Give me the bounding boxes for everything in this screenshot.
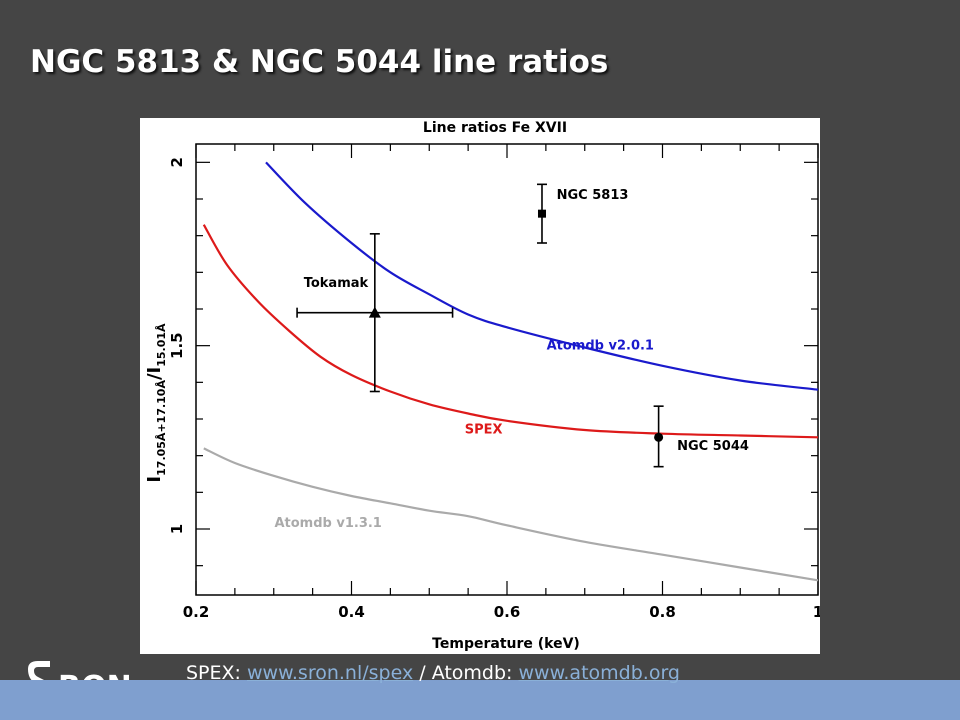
footer-spex-label: SPEX: [186, 662, 241, 684]
x-tick-label: 0.6 [494, 603, 521, 621]
data-point-2 [654, 432, 664, 442]
annotation-label-1: SPEX [465, 423, 503, 438]
data-point-1 [537, 209, 546, 218]
svg-text:I17.05Å+17.10Å/I15.01Å: I17.05Å+17.10Å/I15.01Å [144, 323, 168, 483]
slide-title: NGC 5813 & NGC 5044 line ratios [30, 44, 609, 80]
x-tick-label: 1 [813, 603, 820, 621]
annotation-label-3: Tokamak [304, 276, 369, 291]
data-point-0 [368, 306, 381, 318]
x-tick-label: 0.8 [649, 603, 676, 621]
spex-link[interactable]: www.sron.nl/spex [247, 662, 414, 684]
y-label-sub1: 17.05Å+17.10Å [155, 380, 168, 476]
chart-title: Line ratios Fe XVII [423, 120, 567, 136]
y-label-slash: / [144, 373, 165, 380]
y-tick-label: 1 [168, 524, 186, 534]
annotation-label-5: NGC 5044 [677, 439, 749, 454]
series-line-1 [202, 224, 818, 439]
y-label-i1: I [144, 476, 165, 483]
y-label-sub2: 15.01Å [155, 323, 168, 367]
y-axis-label: I17.05Å+17.10Å/I15.01Å [144, 323, 168, 483]
bottom-bar [0, 680, 960, 720]
y-tick-label: 2 [168, 157, 186, 167]
chart-panel: 0.2 0.4 0.6 0.8 1 1 1.5 2 Atomdb v2.0.1 SPEX Atomd… [140, 118, 820, 654]
x-tick-label: 0.4 [338, 603, 365, 621]
annotation-label-0: Atomdb v2.0.1 [547, 338, 654, 353]
annotation-label-4: NGC 5813 [557, 188, 629, 203]
footer-separator: / Atomdb: [419, 662, 513, 684]
annotation-label-2: Atomdb v1.3.1 [274, 516, 381, 531]
footer-links: SPEX: www.sron.nl/spex / Atomdb: www.ato… [186, 662, 680, 684]
series-line-0 [265, 161, 818, 391]
x-axis-label: Temperature (keV) [432, 636, 580, 652]
y-tick-label: 1.5 [168, 332, 186, 359]
x-tick-label: 0.2 [183, 603, 210, 621]
y-label-i2: I [144, 367, 165, 374]
series-line-2 [203, 447, 818, 582]
line-ratio-chart: 0.2 0.4 0.6 0.8 1 1 1.5 2 Atomdb v2.0.1 SPEX Atomd… [144, 120, 820, 652]
atomdb-link[interactable]: www.atomdb.org [518, 662, 680, 684]
